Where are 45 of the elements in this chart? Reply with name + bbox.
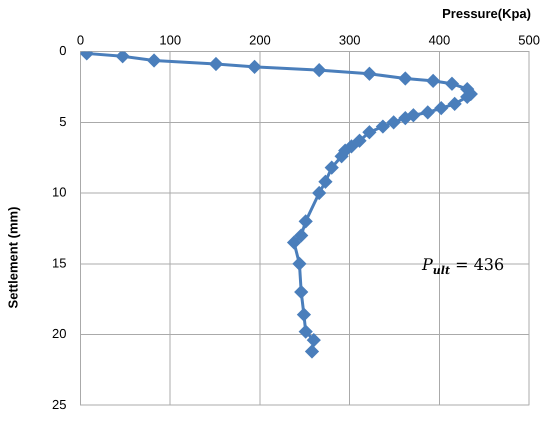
point <box>307 334 320 347</box>
point <box>116 52 130 63</box>
point <box>312 186 326 200</box>
point <box>294 286 308 299</box>
point <box>248 60 262 74</box>
point <box>362 67 376 80</box>
x-tick-label: 200 <box>249 32 271 48</box>
annotation: P$_{ult}$ = 436 <box>422 255 504 278</box>
point <box>148 54 161 68</box>
y-tick-label: 20 <box>52 326 66 342</box>
point <box>297 308 310 322</box>
point <box>353 134 366 148</box>
point <box>292 257 306 270</box>
point <box>335 150 348 163</box>
point <box>299 214 312 228</box>
y-tick-label: 10 <box>52 184 66 200</box>
x-tick-label: 0 <box>76 32 84 48</box>
point <box>426 74 440 88</box>
point <box>362 126 376 139</box>
point <box>376 120 390 134</box>
y-tick-label: 15 <box>52 255 66 270</box>
point <box>421 106 434 119</box>
point <box>448 97 462 110</box>
point <box>398 112 412 125</box>
point <box>288 236 301 250</box>
point <box>294 228 308 242</box>
point <box>325 161 338 174</box>
point <box>305 344 318 358</box>
y-tick-label: 5 <box>59 114 66 129</box>
x-tick-label: 300 <box>338 32 361 48</box>
point <box>387 116 400 129</box>
x-tick-label: 500 <box>518 32 540 48</box>
point <box>318 175 332 188</box>
point <box>312 64 326 77</box>
x-tick-label: 100 <box>159 32 182 48</box>
x-axis-title: Pressure(Kpa) <box>442 6 531 21</box>
y-tick-label: 0 <box>59 43 66 58</box>
point <box>209 58 222 71</box>
x-tick-label: 400 <box>428 32 450 48</box>
point <box>299 325 312 338</box>
y-axis-title: Settlement (mm) <box>6 206 20 310</box>
point <box>398 72 412 85</box>
point <box>434 102 448 115</box>
y-tick-label: 25 <box>52 396 66 412</box>
point <box>445 77 458 90</box>
